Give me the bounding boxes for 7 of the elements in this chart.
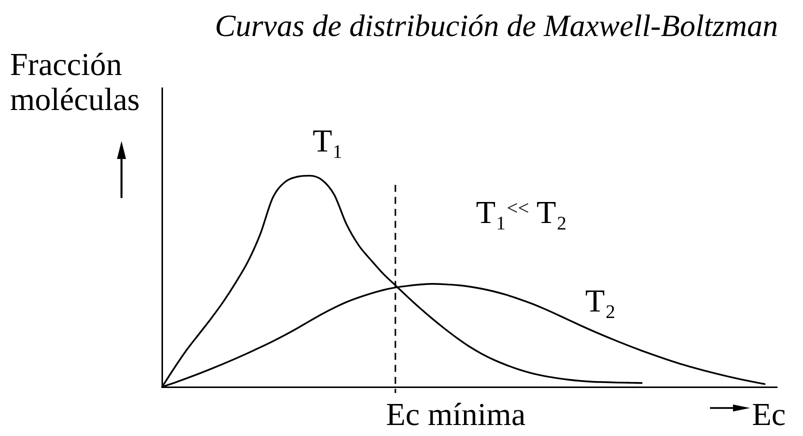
chart-title: Curvas de distribución de Maxwell-Boltzman bbox=[214, 8, 778, 43]
annotation: T₁$^{<<}$ T₂ bbox=[476, 194, 568, 230]
y-axis-title: Fracción moléculas bbox=[10, 46, 141, 117]
x-axis-title: Ec bbox=[752, 396, 786, 432]
text: Ec mínima bbox=[386, 396, 526, 432]
series-label: T₁ bbox=[312, 122, 344, 159]
series-label: T₂ bbox=[585, 282, 616, 318]
